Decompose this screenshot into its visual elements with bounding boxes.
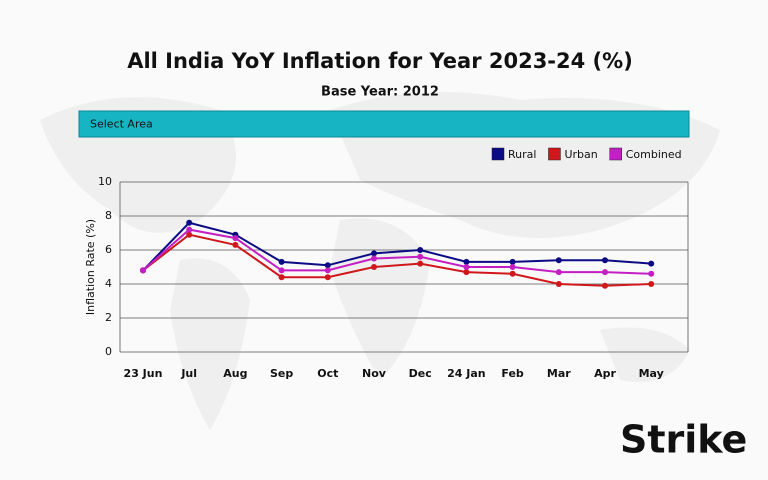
brand-logo: Strike <box>620 418 747 462</box>
data-point <box>602 269 608 276</box>
data-point <box>417 247 424 253</box>
x-tick-label: May <box>639 367 664 380</box>
legend-swatch <box>609 147 622 161</box>
chart-subtitle: Base Year: 2012 <box>321 85 439 100</box>
x-tick-label: Feb <box>501 367 524 380</box>
data-point <box>186 231 193 238</box>
legend-label: Urban <box>564 148 597 161</box>
data-point <box>602 257 608 264</box>
data-point <box>509 258 516 265</box>
x-tick-label: Mar <box>547 367 571 380</box>
area-selector-label[interactable]: Select Area <box>90 118 153 131</box>
data-point <box>648 260 655 267</box>
data-point <box>509 270 516 277</box>
data-point <box>278 267 285 274</box>
y-tick-label: 4 <box>105 277 112 290</box>
data-point <box>509 264 516 270</box>
data-point <box>417 260 424 267</box>
legend-swatch <box>491 147 505 161</box>
x-tick-label: 23 Jun <box>124 367 163 380</box>
y-tick-label: 2 <box>105 311 112 324</box>
data-point <box>463 264 470 270</box>
series-line <box>142 221 652 272</box>
legend-label: Combined <box>626 148 682 161</box>
data-point <box>324 267 331 274</box>
x-tick-label: Nov <box>362 367 387 380</box>
y-tick-label: 8 <box>105 209 112 222</box>
x-tick-label: Jul <box>180 367 197 380</box>
data-point <box>186 219 193 226</box>
y-axis-label: Inflation Rate (%) <box>84 219 97 315</box>
data-point <box>417 253 424 260</box>
legend-swatch <box>548 147 561 161</box>
data-point <box>648 281 655 287</box>
data-point <box>140 267 146 274</box>
data-point <box>324 274 331 281</box>
data-point <box>232 235 239 242</box>
legend-label: Rural <box>508 148 536 161</box>
data-point <box>463 258 470 265</box>
y-tick-label: 10 <box>98 175 112 188</box>
data-point <box>324 262 331 269</box>
data-point <box>371 264 377 270</box>
data-point <box>232 241 239 248</box>
x-tick-label: Aug <box>223 367 247 380</box>
x-tick-label: Apr <box>594 367 616 380</box>
series-line <box>142 228 652 275</box>
x-tick-label: Oct <box>317 367 338 380</box>
data-point <box>278 274 285 281</box>
data-point <box>555 257 562 264</box>
data-point <box>555 281 562 287</box>
area-selector[interactable] <box>78 110 690 138</box>
data-point <box>463 269 470 276</box>
data-point <box>648 270 655 277</box>
x-tick-label: Sep <box>270 367 293 380</box>
data-point <box>186 226 193 233</box>
chart-title: All India YoY Inflation for Year 2023-24… <box>127 49 633 73</box>
data-point <box>278 258 285 265</box>
x-tick-label: 24 Jan <box>447 367 485 380</box>
x-tick-label: Dec <box>409 367 432 380</box>
data-point <box>555 269 562 276</box>
series-line <box>142 233 652 287</box>
data-point <box>602 282 608 289</box>
data-point <box>371 255 377 262</box>
y-tick-label: 6 <box>105 243 112 256</box>
data-point <box>371 250 377 257</box>
y-tick-label: 0 <box>105 345 112 358</box>
